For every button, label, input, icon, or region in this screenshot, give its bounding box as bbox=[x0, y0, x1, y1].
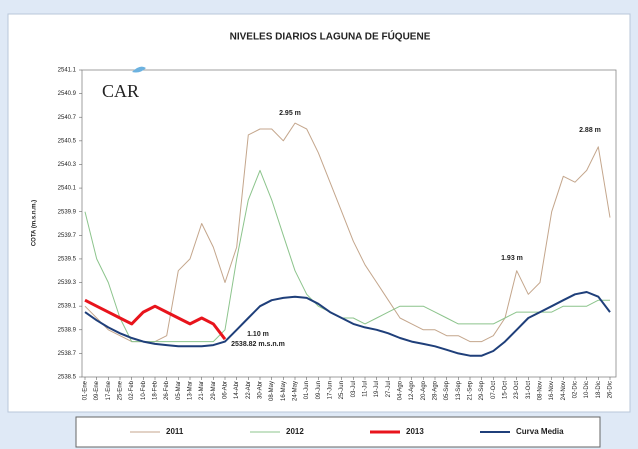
x-tick-label: 21-Mar bbox=[199, 381, 205, 400]
annotation: 1.93 m bbox=[501, 255, 523, 262]
x-tick-label: 17-Jun bbox=[328, 381, 334, 399]
y-tick-label: 2540.5 bbox=[58, 138, 77, 144]
logo: CAR bbox=[102, 81, 139, 101]
x-tick-label: 12-Ago bbox=[409, 380, 415, 400]
y-tick-label: 2538.9 bbox=[58, 327, 77, 333]
x-tick-label: 13-Mar bbox=[188, 381, 194, 400]
x-tick-label: 28-Ago bbox=[433, 380, 439, 400]
y-tick-label: 2539.9 bbox=[58, 209, 77, 215]
x-tick-label: 02-Dic bbox=[573, 381, 579, 398]
y-tick-label: 2538.5 bbox=[58, 375, 77, 381]
y-tick-label: 2538.7 bbox=[58, 351, 77, 357]
x-tick-label: 27-Jul bbox=[386, 381, 392, 397]
x-tick-label: 14-Abr bbox=[234, 381, 240, 399]
x-tick-label: 10-Feb bbox=[141, 380, 147, 400]
y-tick-label: 2540.7 bbox=[58, 115, 77, 121]
x-tick-label: 15-Oct bbox=[503, 381, 509, 399]
y-tick-label: 2540.9 bbox=[58, 91, 77, 97]
x-tick-label: 29-Mar bbox=[211, 381, 217, 400]
x-tick-label: 06-Abr bbox=[223, 381, 229, 399]
y-axis-label: COTA (m.s.n.m.) bbox=[32, 200, 38, 246]
x-tick-label: 21-Sep bbox=[468, 380, 474, 400]
legend-label: Curva Media bbox=[516, 427, 564, 436]
x-tick-label: 17-Ene bbox=[106, 380, 112, 400]
x-tick-label: 31-Oct bbox=[526, 381, 532, 399]
x-tick-label: 29-Sep bbox=[479, 380, 485, 400]
annotation: 2538.82 m.s.n.m bbox=[231, 341, 285, 348]
x-tick-label: 24-May bbox=[293, 381, 299, 401]
x-tick-label: 03-Jul bbox=[351, 381, 357, 397]
x-tick-label: 05-Mar bbox=[176, 381, 182, 400]
y-tick-label: 2541.1 bbox=[58, 68, 77, 74]
annotation: 1.10 m bbox=[247, 331, 269, 338]
x-tick-label: 19-Jul bbox=[374, 381, 380, 397]
chart-title: NIVELES DIARIOS LAGUNA DE FÚQUENE bbox=[230, 30, 431, 43]
y-tick-label: 2540.1 bbox=[58, 186, 77, 192]
legend-label: 2013 bbox=[406, 427, 424, 436]
y-tick-label: 2540.3 bbox=[58, 162, 77, 168]
x-tick-label: 09-Ene bbox=[94, 380, 100, 400]
x-tick-label: 18-Dic bbox=[596, 381, 602, 398]
x-tick-label: 08-Nov bbox=[538, 381, 544, 400]
x-tick-label: 22-Abr bbox=[246, 381, 252, 399]
y-tick-label: 2539.3 bbox=[58, 280, 77, 286]
x-tick-label: 07-Oct bbox=[491, 381, 497, 399]
x-tick-label: 09-Jun bbox=[316, 381, 322, 399]
series-line bbox=[84, 291, 611, 357]
legend-box bbox=[75, 416, 601, 448]
y-tick-label: 2539.1 bbox=[58, 304, 77, 310]
y-tick-label: 2539.7 bbox=[58, 233, 77, 239]
x-tick-label: 25-Ene bbox=[118, 380, 124, 400]
x-tick-label: 26-Feb bbox=[164, 380, 170, 400]
legend-label: 2012 bbox=[286, 427, 304, 436]
x-tick-label: 26-Dic bbox=[608, 381, 614, 398]
x-tick-label: 23-Oct bbox=[514, 381, 520, 399]
x-tick-label: 04-Ago bbox=[398, 380, 404, 400]
x-tick-label: 02-Feb bbox=[129, 380, 135, 400]
x-tick-label: 13-Sep bbox=[456, 380, 462, 400]
x-tick-label: 11-Jul bbox=[363, 381, 369, 397]
x-tick-label: 08-May bbox=[269, 381, 275, 401]
y-tick-label: 2539.5 bbox=[58, 257, 77, 263]
x-tick-label: 25-Jun bbox=[339, 381, 345, 399]
series-line bbox=[84, 169, 610, 343]
x-tick-label: 01-Jun bbox=[304, 381, 310, 399]
x-tick-label: 16-May bbox=[281, 381, 287, 401]
x-tick-label: 24-Nov bbox=[561, 381, 567, 400]
series-line bbox=[84, 122, 611, 343]
x-tick-label: 20-Ago bbox=[421, 380, 427, 400]
logo-leaf bbox=[132, 66, 146, 73]
x-tick-label: 16-Nov bbox=[549, 381, 555, 400]
plot-area bbox=[81, 69, 617, 378]
series-line bbox=[84, 298, 227, 341]
legend-label: 2011 bbox=[166, 427, 184, 436]
x-tick-label: 30-Abr bbox=[258, 381, 264, 399]
x-tick-label: 10-Dic bbox=[584, 381, 590, 398]
x-tick-label: 18-Feb bbox=[153, 380, 159, 400]
annotation: 2.88 m bbox=[579, 127, 601, 134]
x-tick-label: 05-Sep bbox=[444, 380, 450, 400]
x-tick-label: 01-Ene bbox=[83, 380, 89, 400]
annotation: 2.95 m bbox=[279, 110, 301, 117]
